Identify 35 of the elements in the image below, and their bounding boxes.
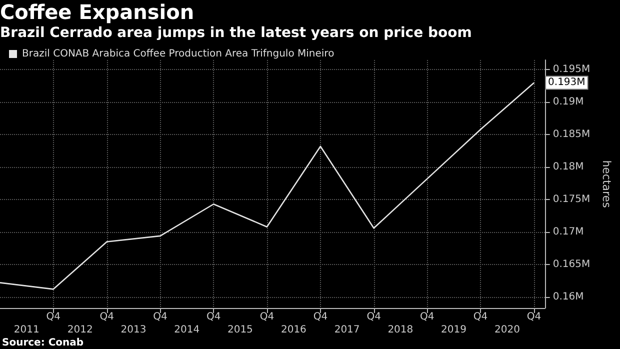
x-tick-label: Q4 (46, 312, 60, 322)
y-tick-label: 0.18M (552, 162, 584, 173)
x-tick-label: Q4 (153, 312, 168, 322)
x-tick-label: Q4 (100, 312, 114, 322)
y-tick-label: 0.17M (552, 226, 584, 238)
chart-subtitle: Brazil Cerrado area jumps in the latest years on price boom (0, 25, 472, 41)
x2-tick-label: 2015 (227, 324, 253, 336)
chart-title: Coffee Expansion (0, 0, 194, 24)
x2-tick-label: 2017 (334, 324, 360, 336)
x2-tick-label: 2012 (67, 324, 93, 336)
x-tick-label: Q4 (260, 312, 274, 322)
y-tick-label: 0.165M (552, 259, 590, 270)
x-tick-label: Q4 (366, 312, 381, 322)
x2-tick-label: 2011 (14, 324, 40, 336)
x2-tick-label: 2014 (174, 324, 200, 336)
x-tick-label: Q4 (206, 312, 221, 322)
x2-tick-label: 2019 (441, 324, 466, 336)
legend-label: Brazil CONAB Arabica Coffee Production Area Trifngulo Mineiro (22, 48, 334, 60)
x-tick-label: Q4 (420, 312, 434, 322)
x2-tick-label: 2013 (120, 324, 146, 336)
data-label: 0.193M (548, 77, 586, 88)
x-tick-label: Q4 (526, 312, 542, 322)
source-note: Source: Conab (2, 338, 84, 348)
y-tick-label: 0.195M (552, 64, 590, 76)
y-tick-label: 0.175M (552, 194, 590, 206)
x-tick-label: Q4 (473, 312, 488, 322)
x2-tick-label: 2020 (494, 324, 520, 336)
x-tick-label: Q4 (313, 312, 328, 322)
x2-tick-label: 2018 (388, 324, 414, 336)
y-tick-label: 0.19M (552, 96, 584, 108)
y-tick-label: 0.16M (552, 291, 584, 302)
line-series (0, 82, 535, 290)
x2-tick-label: 2016 (280, 324, 306, 336)
y-tick-label: 0.185M (552, 129, 590, 140)
y-axis-title: hectares (600, 160, 613, 208)
